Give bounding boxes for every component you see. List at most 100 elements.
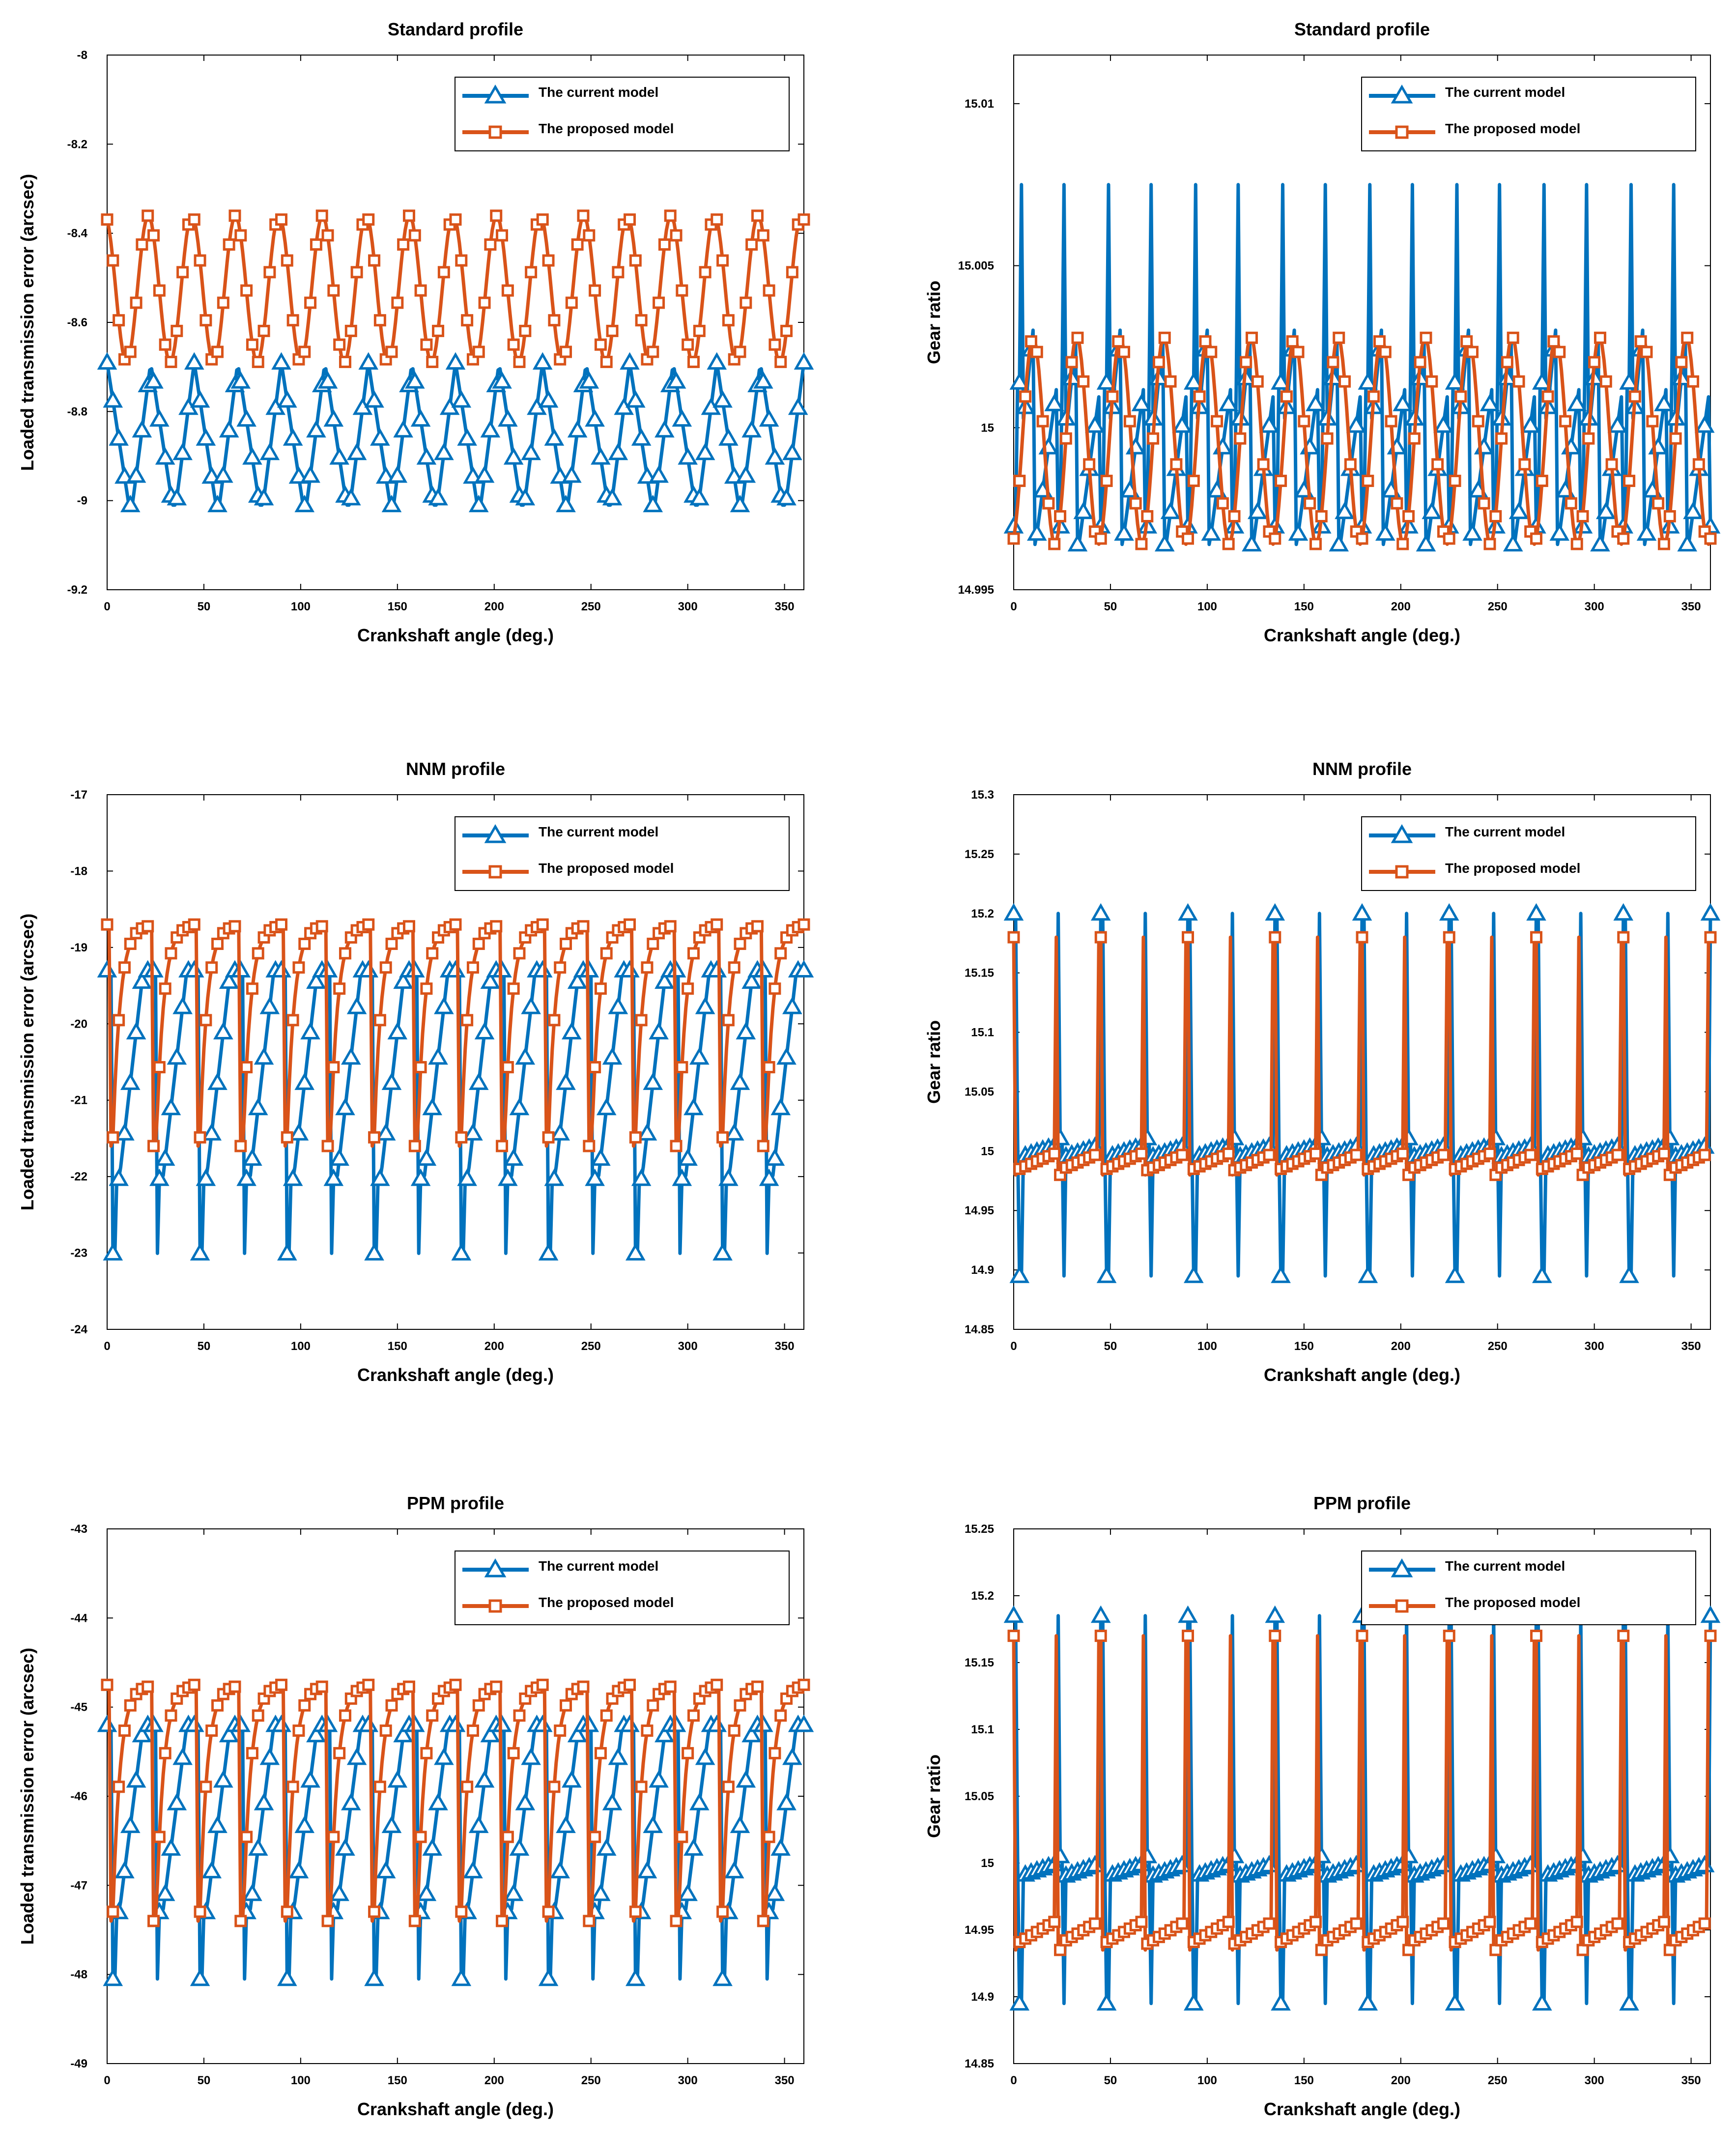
- series-proposed: [101, 918, 810, 1152]
- triangle-marker: [556, 494, 576, 513]
- square-marker: [751, 1680, 764, 1693]
- triangle-marker: [1346, 415, 1366, 433]
- triangle-marker: [591, 1883, 611, 1901]
- square-marker: [217, 296, 229, 309]
- square-marker: [1657, 538, 1670, 550]
- square-marker: [740, 296, 752, 309]
- square-marker: [647, 938, 659, 950]
- square-marker: [763, 1061, 775, 1074]
- square-marker: [1065, 356, 1078, 369]
- y-axis-label: Gear ratio: [924, 1020, 944, 1104]
- triangle-marker: [770, 1097, 791, 1116]
- square-marker: [199, 1014, 212, 1027]
- square-marker: [1501, 356, 1513, 369]
- square-marker: [577, 920, 590, 933]
- square-marker: [768, 1747, 781, 1759]
- square-marker: [1692, 458, 1705, 471]
- triangle-marker: [346, 1747, 367, 1765]
- square-marker: [1582, 432, 1595, 445]
- y-tick-label: 15.1: [971, 1723, 994, 1736]
- legend-triangle-icon: [1391, 1558, 1413, 1578]
- triangle-marker: [1131, 394, 1152, 411]
- square-marker: [1524, 1149, 1537, 1161]
- square-marker: [1460, 335, 1473, 348]
- triangle-marker: [346, 997, 367, 1014]
- y-tick-label: 15.15: [965, 1656, 994, 1669]
- square-marker: [1228, 510, 1241, 522]
- square-marker: [1077, 375, 1090, 388]
- square-marker: [1617, 532, 1630, 545]
- square-marker: [507, 982, 520, 995]
- square-marker: [234, 229, 247, 242]
- triangle-marker: [556, 1815, 576, 1833]
- triangle-marker: [196, 1168, 216, 1186]
- y-tick-label: -23: [70, 1247, 87, 1260]
- square-marker: [734, 1699, 746, 1712]
- legend: The current model The proposed model: [455, 77, 790, 151]
- triangle-marker: [341, 488, 361, 506]
- triangle-marker: [143, 371, 164, 389]
- triangle-marker: [1520, 415, 1540, 433]
- triangle-marker: [741, 971, 762, 989]
- triangle-marker: [532, 352, 553, 370]
- triangle-marker: [608, 442, 628, 460]
- square-marker: [682, 338, 694, 351]
- triangle-marker: [643, 1072, 663, 1090]
- x-tick-label: 50: [198, 1340, 211, 1353]
- square-marker: [797, 213, 810, 226]
- triangle-marker: [190, 390, 210, 408]
- x-tick-label: 50: [1104, 1340, 1117, 1353]
- square-marker: [1176, 1917, 1189, 1930]
- square-marker: [1007, 931, 1020, 944]
- square-marker: [373, 1781, 386, 1793]
- square-marker: [682, 1747, 694, 1759]
- triangle-marker: [1090, 1605, 1111, 1623]
- square-marker: [1611, 1149, 1624, 1161]
- triangle-marker: [259, 997, 280, 1014]
- y-axis-label: Loaded transmission error (arcsec): [17, 1648, 37, 1945]
- triangle-marker: [172, 1747, 193, 1765]
- square-marker: [1333, 331, 1345, 344]
- square-marker: [1106, 390, 1119, 403]
- triangle-marker: [1375, 523, 1395, 541]
- square-marker: [205, 961, 218, 974]
- square-marker: [682, 982, 694, 995]
- triangle-marker: [538, 1243, 559, 1261]
- square-marker: [1245, 331, 1258, 344]
- triangle-marker: [788, 397, 808, 415]
- triangle-marker: [288, 1123, 309, 1141]
- square-marker: [507, 338, 520, 351]
- triangle-marker: [550, 1123, 570, 1141]
- square-marker: [124, 938, 137, 950]
- triangle-marker: [1184, 1993, 1204, 2011]
- square-marker: [1605, 458, 1618, 471]
- triangle-marker: [190, 1243, 210, 1261]
- legend: The current model The proposed model: [1361, 1551, 1696, 1625]
- triangle-marker: [1619, 1993, 1639, 2011]
- triangle-marker: [759, 1168, 779, 1186]
- triangle-marker: [602, 488, 623, 506]
- square-marker: [321, 1915, 334, 1927]
- triangle-marker: [794, 1714, 814, 1732]
- square-marker: [1414, 356, 1426, 369]
- triangle-marker: [765, 447, 785, 465]
- square-marker: [1408, 432, 1421, 445]
- square-marker: [472, 1699, 485, 1712]
- triangle-marker: [480, 420, 501, 438]
- square-marker: [583, 1915, 596, 1927]
- legend: The current model The proposed model: [455, 816, 790, 891]
- square-marker: [1222, 1916, 1235, 1928]
- triangle-marker: [1160, 501, 1181, 519]
- square-marker: [501, 284, 514, 297]
- triangle-marker: [509, 1097, 530, 1116]
- square-marker: [1687, 375, 1700, 388]
- square-marker: [1152, 356, 1165, 369]
- triangle-marker: [428, 488, 448, 506]
- square-marker: [362, 918, 375, 931]
- y-tick-label: -20: [70, 1017, 87, 1031]
- triangle-marker: [1532, 1265, 1552, 1283]
- triangle-marker: [776, 1793, 797, 1810]
- triangle-marker: [300, 465, 320, 483]
- square-marker: [1054, 510, 1067, 522]
- triangle-marker: [468, 1815, 489, 1833]
